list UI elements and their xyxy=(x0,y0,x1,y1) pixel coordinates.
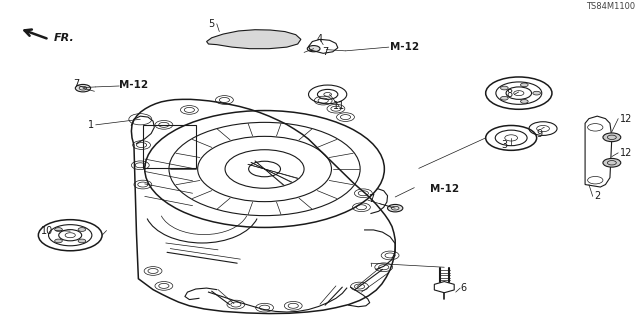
Text: 7: 7 xyxy=(368,195,374,204)
Circle shape xyxy=(78,228,86,231)
Circle shape xyxy=(54,239,62,243)
Circle shape xyxy=(54,228,62,231)
Circle shape xyxy=(520,100,528,103)
Text: 12: 12 xyxy=(620,114,632,124)
Text: 6: 6 xyxy=(460,283,467,293)
Text: 7: 7 xyxy=(322,47,328,57)
Circle shape xyxy=(533,91,540,95)
Polygon shape xyxy=(207,30,301,49)
Text: M-12: M-12 xyxy=(390,42,419,52)
Circle shape xyxy=(388,204,403,212)
Circle shape xyxy=(307,46,320,52)
Text: 5: 5 xyxy=(209,19,215,29)
Text: 11: 11 xyxy=(333,101,345,111)
Circle shape xyxy=(500,86,508,90)
Text: 10: 10 xyxy=(42,226,54,235)
Text: M-12: M-12 xyxy=(119,80,148,90)
Text: 3: 3 xyxy=(502,140,508,150)
Text: TS84M1100: TS84M1100 xyxy=(586,2,636,11)
Circle shape xyxy=(603,133,621,142)
Circle shape xyxy=(520,83,528,87)
Text: 8: 8 xyxy=(507,89,513,99)
Circle shape xyxy=(603,159,621,167)
Text: 2: 2 xyxy=(594,191,600,201)
Circle shape xyxy=(76,85,91,92)
Text: 9: 9 xyxy=(537,129,543,139)
Text: 1: 1 xyxy=(88,120,94,130)
Text: 4: 4 xyxy=(317,34,323,44)
Circle shape xyxy=(78,239,86,243)
Text: FR.: FR. xyxy=(54,33,74,43)
Circle shape xyxy=(500,96,508,100)
Text: M-12: M-12 xyxy=(429,184,459,194)
Text: 12: 12 xyxy=(620,148,632,158)
Text: 7: 7 xyxy=(74,79,80,89)
